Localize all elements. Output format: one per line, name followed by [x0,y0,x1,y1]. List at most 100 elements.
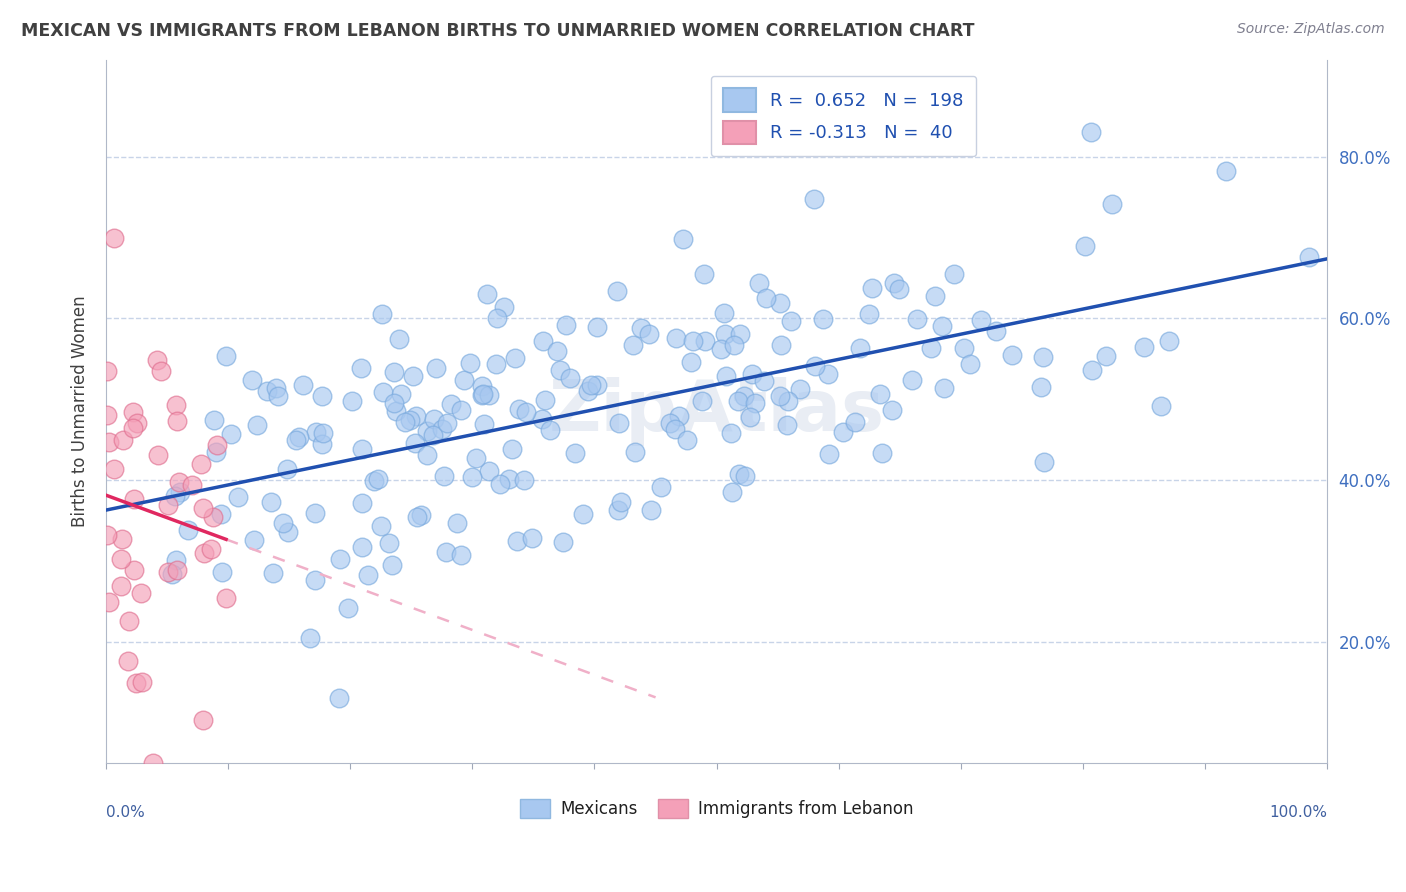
Point [311,437,333,451]
Point [720,426,742,441]
Point [748,277,770,291]
Point [370,307,392,321]
Point [453,373,475,387]
Point [1080,125,1102,139]
Point [727,393,749,408]
Point [728,327,751,342]
Point [1074,239,1097,253]
Point [883,276,905,290]
Point [190,457,212,471]
Point [371,384,394,399]
Point [693,334,716,348]
Point [734,468,756,483]
Point [754,375,776,389]
Point [425,361,447,376]
Point [450,402,472,417]
Point [713,306,735,320]
Point [813,312,835,326]
Point [931,318,953,333]
Point [298,631,321,645]
Point [572,507,595,521]
Point [817,368,839,382]
Point [533,393,555,408]
Point [728,467,751,482]
Point [96,364,118,378]
Point [432,422,454,436]
Point [668,409,690,424]
Point [146,352,169,367]
Point [110,552,132,566]
Legend: Mexicans, Immigrants from Lebanon: Mexicans, Immigrants from Lebanon [513,793,920,825]
Point [1094,349,1116,363]
Point [770,338,793,352]
Point [869,386,891,401]
Point [887,282,910,296]
Point [162,567,184,582]
Point [472,417,495,431]
Point [478,464,501,478]
Point [882,403,904,417]
Point [607,416,630,430]
Point [692,393,714,408]
Point [381,558,404,572]
Point [228,491,250,505]
Point [1133,340,1156,354]
Point [312,426,335,441]
Point [150,364,173,378]
Point [870,446,893,460]
Point [606,502,628,516]
Point [440,397,463,411]
Point [378,536,401,550]
Point [531,412,554,426]
Point [201,509,224,524]
Point [682,334,704,348]
Point [350,541,373,555]
Point [416,425,439,439]
Point [112,434,135,448]
Point [503,351,526,365]
Point [246,417,269,432]
Point [285,433,308,447]
Point [508,402,530,417]
Point [665,331,688,345]
Point [243,533,266,547]
Point [121,420,143,434]
Point [465,450,488,465]
Point [118,614,141,628]
Point [558,371,581,385]
Point [498,472,520,486]
Point [803,192,825,206]
Point [755,291,778,305]
Point [446,516,468,531]
Point [472,387,495,401]
Point [350,442,373,457]
Point [492,300,515,314]
Point [630,321,652,335]
Point [356,568,378,582]
Point [640,503,662,517]
Point [363,474,385,488]
Point [209,507,232,521]
Point [240,373,263,387]
Point [436,416,458,430]
Point [733,389,755,403]
Point [433,469,456,483]
Point [672,232,695,246]
Point [693,267,716,281]
Point [553,535,575,549]
Point [311,389,333,403]
Point [304,573,326,587]
Point [336,601,359,615]
Point [382,365,405,379]
Point [984,324,1007,338]
Point [1001,348,1024,362]
Point [710,342,733,356]
Point [399,412,422,426]
Point [586,320,609,334]
Point [388,332,411,346]
Point [288,430,311,444]
Point [515,405,537,419]
Point [422,428,444,442]
Point [96,408,118,422]
Point [165,553,187,567]
